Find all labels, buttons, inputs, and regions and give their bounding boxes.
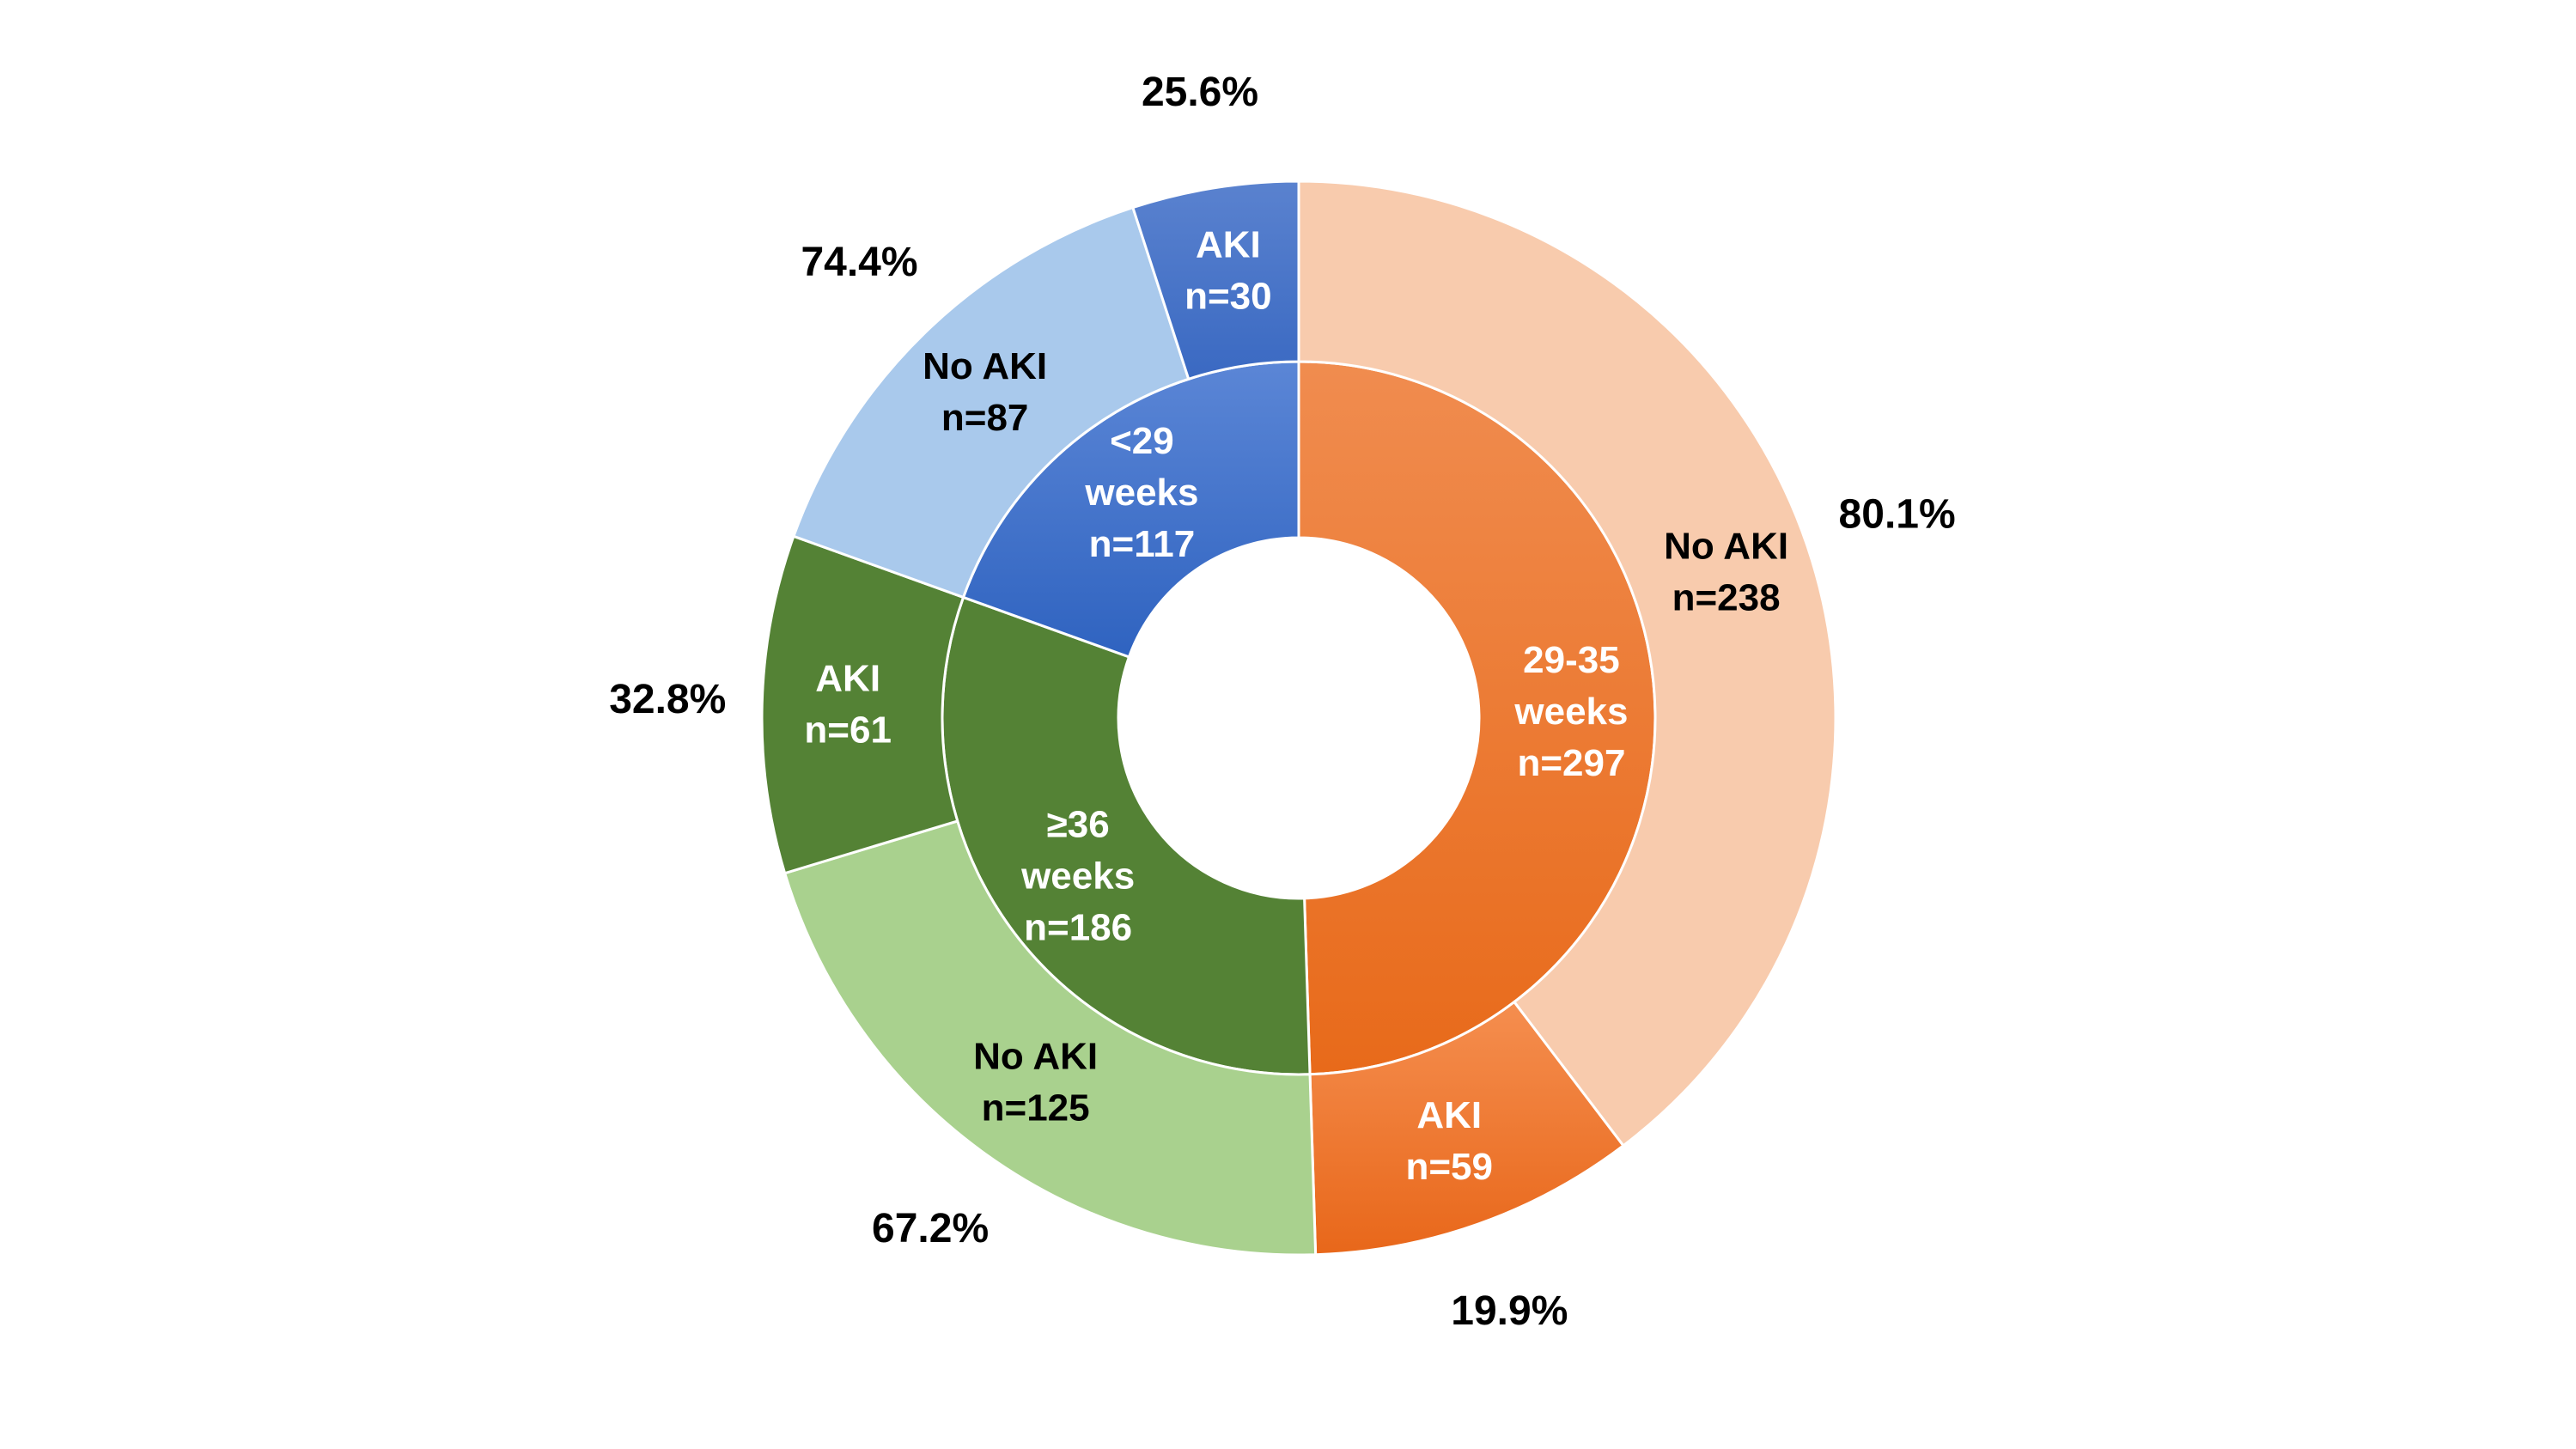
percent-label-1-0: 67.2% [872, 1206, 989, 1251]
outer-label-1-1: AKI n=61 [804, 657, 892, 751]
percent-label-2-0: 74.4% [801, 240, 917, 285]
outer-segment-2-0 [792, 205, 1191, 600]
percent-label-0-0: 80.1% [1839, 491, 1956, 537]
outer-segment-0-0 [1297, 180, 1837, 1148]
labels: 29-35 weeks n=297 No AKI n=238 80.1% AKI n=59 19… [609, 70, 1955, 1334]
percent-label-2-1: 25.6% [1142, 70, 1258, 115]
outer-label-1-0: No AKI n=125 [973, 1035, 1098, 1129]
outer-segment-1-0 [783, 819, 1318, 1257]
outer-label-2-0: No AKI n=87 [923, 345, 1047, 439]
outer-segment-2-1 [1130, 180, 1300, 381]
outer-ring [760, 180, 1837, 1257]
outer-label-2-1: AKI n=30 [1184, 223, 1272, 317]
outer-label-0-1: AKI n=59 [1405, 1094, 1493, 1188]
inner-label-1: ≥36 weeks n=186 [1020, 803, 1135, 948]
inner-label-2: <29 weeks n=117 [1084, 420, 1198, 565]
inner-label-0: 29-35 weeks n=297 [1513, 639, 1628, 784]
percent-label-0-1: 19.9% [1451, 1288, 1568, 1334]
percent-label-1-1: 32.8% [609, 676, 726, 721]
outer-label-0-0: No AKI n=238 [1664, 525, 1788, 618]
